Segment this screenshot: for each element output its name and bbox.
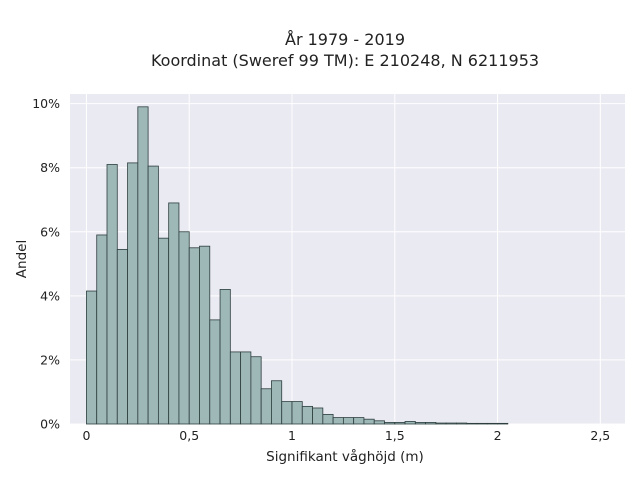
- histogram-bar: [497, 422, 509, 425]
- y-tick-label: 2%: [40, 352, 60, 367]
- chart-subtitle: Koordinat (Sweref 99 TM): E 210248, N 62…: [151, 51, 539, 70]
- histogram-bar: [435, 422, 447, 425]
- x-tick-label: 2: [494, 428, 502, 443]
- histogram-bar: [281, 401, 293, 425]
- y-tick-label: 0%: [40, 417, 60, 432]
- histogram-bar: [250, 356, 262, 425]
- histogram-bar: [363, 418, 375, 425]
- histogram-bar: [157, 237, 170, 425]
- histogram-bar: [106, 164, 118, 425]
- histogram-bars: [86, 106, 509, 425]
- histogram-bar: [116, 248, 128, 425]
- histogram-bar: [291, 401, 303, 425]
- histogram-bar: [260, 388, 272, 425]
- histogram-bar: [342, 417, 355, 425]
- histogram-bar: [373, 420, 385, 425]
- histogram-bar: [456, 422, 468, 425]
- chart-title: År 1979 - 2019: [285, 30, 405, 49]
- x-tick-label: 1: [288, 428, 296, 443]
- y-axis-ticks: 0% 2% 4% 6% 8% 10%: [32, 96, 60, 431]
- histogram-bar: [394, 421, 406, 425]
- histogram-bar: [312, 407, 324, 425]
- histogram-bar: [414, 421, 427, 425]
- x-axis-ticks: 0 0,5 1 1,5 2 2,5: [82, 428, 610, 443]
- histogram-bar: [127, 162, 139, 425]
- histogram-bar: [445, 422, 457, 425]
- histogram-bar: [271, 380, 283, 425]
- histogram-bar: [301, 405, 313, 425]
- histogram-bar: [86, 290, 98, 425]
- histogram-bar: [486, 422, 498, 425]
- histogram-bar: [96, 234, 108, 425]
- histogram-bar: [353, 417, 365, 425]
- histogram-bar: [332, 417, 344, 425]
- histogram-bar: [384, 421, 396, 425]
- histogram-bar: [199, 245, 211, 425]
- y-tick-label: 8%: [40, 160, 60, 175]
- histogram-bar: [219, 289, 231, 425]
- histogram-bar: [209, 319, 221, 425]
- histogram-bar: [188, 247, 200, 425]
- histogram-bar: [476, 422, 488, 425]
- y-axis-label: Andel: [14, 240, 30, 278]
- histogram-bar: [466, 422, 478, 425]
- x-tick-label: 1,5: [385, 428, 405, 443]
- x-tick-label: 0: [82, 428, 90, 443]
- histogram-bar: [147, 165, 159, 425]
- x-axis-label: Signifikant våghöjd (m): [266, 448, 424, 465]
- y-tick-label: 6%: [40, 224, 60, 239]
- histogram-bar: [240, 351, 252, 425]
- histogram-bar: [137, 106, 149, 425]
- y-tick-label: 4%: [40, 288, 60, 303]
- y-tick-label: 10%: [32, 96, 60, 111]
- histogram-bar: [229, 351, 242, 425]
- histogram-bar: [178, 231, 190, 425]
- histogram-bar: [168, 202, 180, 425]
- x-tick-label: 2,5: [590, 428, 610, 443]
- x-tick-label: 0,5: [179, 428, 199, 443]
- histogram-bar: [425, 421, 437, 425]
- histogram-bar: [322, 413, 334, 425]
- histogram-bar: [404, 421, 416, 425]
